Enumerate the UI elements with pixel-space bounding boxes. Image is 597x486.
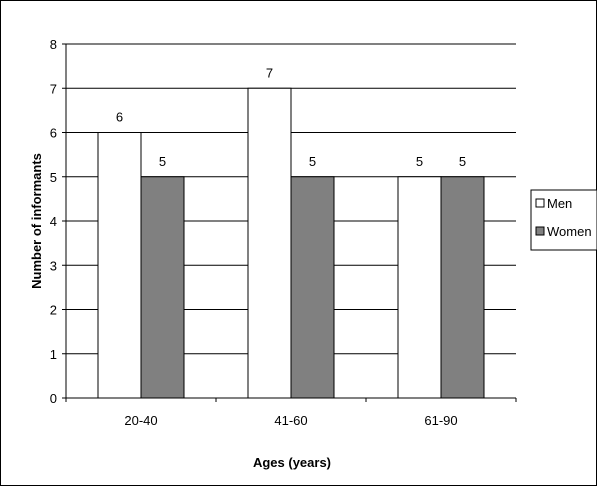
- data-label: 5: [309, 154, 316, 169]
- x-tick-label: 61-90: [424, 413, 457, 428]
- bar-men-20-40: [97, 132, 142, 399]
- y-tick-label: 2: [50, 303, 57, 318]
- y-tick-label: 8: [50, 37, 57, 52]
- legend-label-women: Women: [547, 224, 592, 239]
- y-tick-label: 1: [50, 347, 57, 362]
- bar-men-61-90: [397, 176, 442, 399]
- x-tick-label: 41-60: [274, 413, 307, 428]
- x-axis-title: Ages (years): [253, 455, 331, 470]
- legend: Men Women: [530, 189, 597, 251]
- data-label: 5: [459, 154, 466, 169]
- bar-women-61-90: [440, 176, 485, 399]
- y-tick-label: 5: [50, 170, 57, 185]
- y-axis-title: Number of informants: [29, 153, 44, 289]
- bar-women-41-60: [290, 176, 335, 399]
- bar-men-41-60: [247, 87, 292, 399]
- data-labels: 6 5 7 5 5 5: [116, 65, 466, 169]
- x-tick-label: 20-40: [124, 413, 157, 428]
- data-label: 6: [116, 110, 123, 125]
- axes: 0 1 2 3 4 5 6 7 8 20-40 41-60 61-90: [50, 37, 517, 428]
- y-tick-label: 7: [50, 81, 57, 96]
- legend-swatch-women: [535, 226, 545, 236]
- data-label: 7: [266, 65, 273, 80]
- bar-women-20-40: [140, 176, 185, 399]
- data-label: 5: [416, 154, 423, 169]
- y-tick-label: 4: [50, 214, 57, 229]
- legend-swatch-men: [535, 198, 545, 208]
- y-tick-label: 6: [50, 126, 57, 141]
- data-label: 5: [159, 154, 166, 169]
- legend-label-men: Men: [547, 196, 572, 211]
- y-tick-label: 3: [50, 258, 57, 273]
- bars: [97, 87, 485, 399]
- y-tick-label: 0: [50, 391, 57, 406]
